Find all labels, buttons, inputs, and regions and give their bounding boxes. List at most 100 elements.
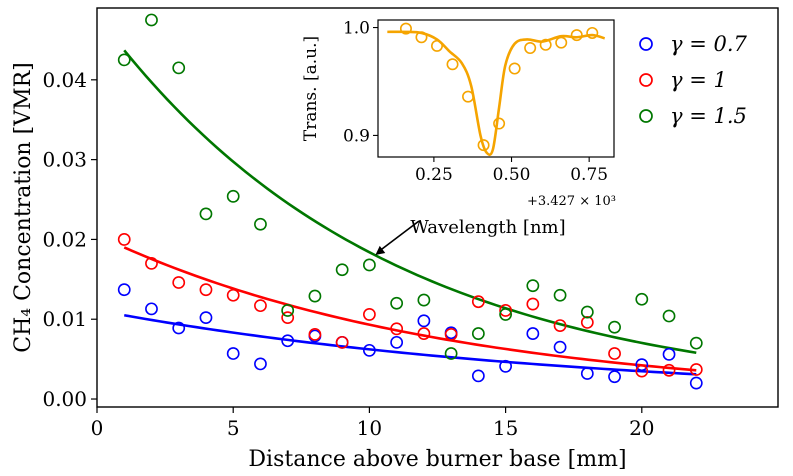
inset-data-point [493,117,506,130]
data-point-series-1 [689,363,703,376]
data-point-series-1 [199,283,213,297]
data-point-series-1 [145,256,158,270]
inset-x-tick-label: 0.25 [415,165,453,185]
data-point-series-0 [553,340,567,354]
fit-line-series-2 [123,49,697,355]
data-point-series-2 [662,309,676,323]
inset-x-tick-label: 0.50 [493,165,531,185]
inset-data-point [570,29,583,42]
data-point-series-1 [499,304,512,317]
data-point-series-2 [145,13,158,27]
data-point-series-0 [417,314,431,328]
data-point-series-0 [608,370,621,384]
data-point-series-1 [362,308,376,321]
data-point-series-1 [444,327,458,341]
data-point-series-0 [145,302,158,316]
data-point-series-1 [608,347,621,360]
data-point-series-0 [499,359,512,373]
data-point-series-2 [308,289,322,303]
inset-data-point [524,42,537,55]
data-point-series-1 [471,295,485,309]
data-point-series-2 [172,61,186,75]
legend: γ = 0.7 γ = 1 γ = 1.5 [639,32,748,128]
data-point-series-2 [335,263,349,277]
data-point-series-1 [417,327,431,340]
data-point-series-2 [199,207,213,221]
inset-data-point [555,36,568,49]
data-point-series-0 [226,347,240,360]
y-tick-label: 0.02 [42,227,87,251]
inset-data-point [446,58,459,71]
data-point-series-2 [635,292,649,306]
inset-x-offset-label: +3.427 × 10³ [527,194,616,209]
inset-x-tick-label: 0.75 [570,165,608,185]
data-point-series-0 [117,283,131,297]
main-axes-frame [96,7,779,408]
x-axis-label: Distance above burner base [mm] [248,447,626,472]
fit-line-series-0 [124,313,697,376]
annotation-arrow [378,220,420,252]
annotation-arrow-head [375,245,386,255]
main-fit-lines [123,49,697,376]
inset-plot: 0.25 0.50 0.75 0.9 1.0 Trans. [a.u.] +3.427… [301,19,616,209]
data-point-series-2 [444,347,458,360]
inset-y-tick-label: 1.0 [343,19,370,39]
inset-data-point [508,62,521,75]
data-point-series-1 [254,299,267,313]
legend-marker [639,109,653,123]
y-tick-label: 0.01 [42,307,87,331]
data-point-series-1 [580,316,594,329]
data-point-series-0 [580,367,594,380]
data-point-series-2 [417,293,431,307]
legend-marker [639,37,653,51]
data-point-series-1 [390,322,404,336]
data-point-series-2 [254,217,267,231]
inset-fit-line [387,30,606,157]
data-point-series-2 [689,336,703,350]
x-tick-label: 0 [91,416,104,440]
data-point-series-0 [390,335,404,349]
data-point-series-2 [580,305,594,319]
data-point-series-1 [117,233,131,246]
inset-data-points [399,22,599,152]
data-point-series-0 [172,321,186,335]
data-point-series-0 [689,376,703,390]
data-point-series-0 [662,347,676,361]
data-point-series-0 [254,357,267,371]
x-tick-label: 5 [227,416,240,440]
inset-data-point [462,90,475,103]
annotation-text: Wavelength [nm] [410,217,565,238]
inset-y-axis-label: Trans. [a.u.] [301,36,321,141]
main-plot: 0 5 10 15 20 0.00 0.01 0.02 0.03 0.04 Distance a… [11,7,779,472]
data-point-series-0 [199,311,213,325]
data-point-series-2 [281,304,295,317]
data-point-series-2 [471,327,485,340]
data-point-series-2 [117,53,131,67]
data-point-series-1 [553,319,567,333]
inset-data-point [430,39,443,52]
legend-label: γ = 1.5 [670,104,747,128]
inset-axes-frame [377,19,615,158]
data-point-series-0 [281,334,295,348]
legend-label: γ = 0.7 [670,32,748,56]
main-data-points [117,13,703,390]
annotation: Wavelength [nm] [375,217,566,255]
data-point-series-0 [471,369,485,383]
inset-data-point [477,139,490,152]
x-tick-label: 10 [357,416,382,440]
data-point-series-1 [172,276,186,289]
data-point-series-0 [526,327,540,340]
data-point-series-2 [553,288,567,302]
data-point-series-2 [226,189,240,203]
inset-fit-line [387,30,606,157]
y-tick-label: 0.03 [42,148,87,172]
data-point-series-1 [281,311,295,325]
data-point-series-2 [390,296,404,310]
data-point-series-0 [362,343,376,357]
inset-data-point [586,26,599,39]
inset-y-tick-label: 0.9 [343,126,370,146]
legend-label: γ = 1 [670,68,727,92]
main-x-ticks: 0 5 10 15 20 [91,407,655,440]
inset-data-point [539,38,552,51]
